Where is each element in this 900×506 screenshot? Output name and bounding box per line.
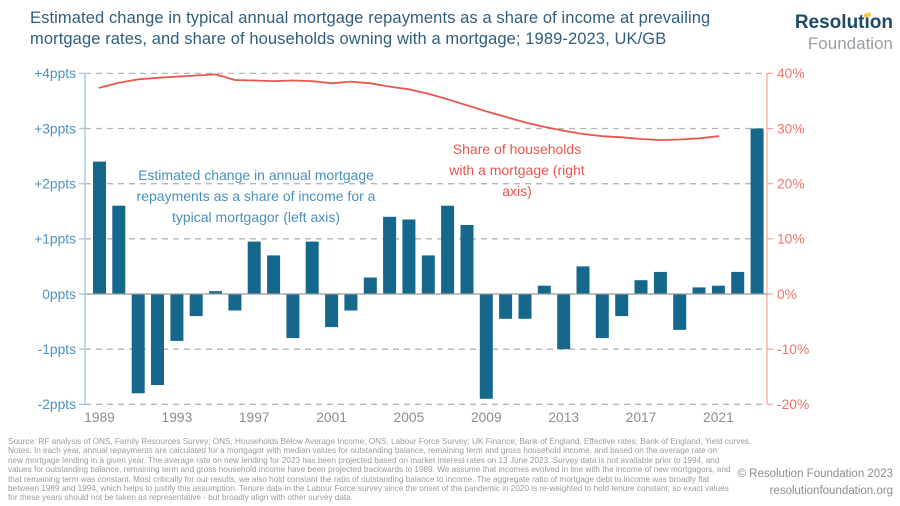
x-axis-label-1993: 1993 — [162, 410, 193, 425]
bar-2012 — [537, 285, 551, 294]
chart-title-line2: mortgage rates, and share of households … — [30, 30, 667, 48]
copyright-block: © Resolution Foundation 2023 resolutionf… — [737, 466, 893, 499]
bar-2017 — [634, 280, 648, 294]
right-axis-label: 30% — [777, 121, 805, 136]
bar-2014 — [576, 266, 590, 294]
left-axis-label: -1ppts — [38, 342, 76, 357]
mortgage-share-line — [98, 73, 720, 142]
left-axis-label: +4ppts — [34, 66, 76, 81]
bar-2022 — [731, 271, 745, 294]
x-axis-label-2013: 2013 — [548, 410, 579, 425]
bar-2011 — [518, 294, 532, 319]
right-axis-label: -10% — [777, 342, 809, 357]
line-series-annotation: Share of households with a mortgage (rig… — [449, 141, 585, 199]
right-axis-label: -20% — [777, 397, 809, 412]
bar-2001 — [325, 294, 339, 328]
bar-2005 — [402, 219, 416, 294]
bar-2003 — [363, 277, 377, 294]
bar-2010 — [499, 294, 513, 319]
logo-wordmark-resolution: Resolution — [794, 12, 893, 33]
bar-1989 — [93, 161, 106, 294]
bar-2021 — [711, 285, 725, 294]
left-axis-label: +2ppts — [34, 176, 76, 191]
chart-title: Estimated change in typical annual mortg… — [30, 8, 770, 50]
bar-2016 — [615, 294, 629, 317]
source-notes-line: between 1989 and 1994, which helps to ju… — [8, 484, 729, 494]
left-axis-label: +3ppts — [34, 121, 76, 136]
source-notes-line: Source: RF analysis of ONS, Family Resou… — [8, 437, 752, 446]
left-axis-label: -2ppts — [38, 397, 76, 412]
source-notes-line: new mortgage lending in a given year. Th… — [8, 455, 720, 465]
bar-2019 — [673, 294, 687, 330]
bar-2013 — [557, 294, 571, 350]
website-text: resolutionfoundation.org — [769, 484, 893, 497]
resolution-foundation-logo: Resolution Foundation — [794, 12, 893, 53]
bar-2023 — [750, 128, 764, 294]
left-axis-label: +1ppts — [34, 232, 76, 247]
x-axis-label-2021: 2021 — [703, 410, 734, 425]
bar-1998 — [267, 255, 281, 294]
left-axis-label: 0ppts — [42, 287, 76, 302]
bar-1992 — [151, 294, 164, 385]
x-axis-label-2009: 2009 — [471, 410, 502, 425]
source-notes-line: values for outstanding balance, remainin… — [8, 465, 731, 475]
right-axis-label: 20% — [777, 176, 805, 191]
bar-1994 — [189, 294, 203, 317]
x-axis-label-1989: 1989 — [84, 410, 115, 425]
bar-2009 — [479, 294, 493, 399]
bar-2004 — [383, 216, 397, 294]
bar-1996 — [228, 294, 242, 311]
right-axis-label: 0% — [777, 287, 797, 302]
bar-1997 — [247, 241, 261, 294]
right-axis-label: 10% — [777, 232, 805, 247]
source-notes-line: Notes: In each year, annual repayments a… — [8, 446, 718, 456]
right-axis-label: 40% — [777, 66, 805, 81]
bar-1995 — [209, 291, 222, 294]
x-axis-label-2005: 2005 — [394, 410, 425, 425]
logo-wordmark-foundation: Foundation — [807, 34, 893, 53]
bar-2007 — [441, 205, 455, 294]
bar-1991 — [131, 294, 145, 394]
bar-2006 — [421, 255, 435, 294]
bar-2018 — [653, 271, 667, 294]
bar-2008 — [460, 225, 474, 294]
copyright-text: © Resolution Foundation 2023 — [737, 468, 893, 480]
source-notes: Source: RF analysis of ONS, Family Resou… — [8, 437, 751, 503]
source-notes-line: for these years should not be taken as r… — [8, 493, 353, 503]
bar-1993 — [170, 294, 184, 341]
bar-1999 — [286, 294, 300, 339]
chart-title-line1: Estimated change in typical annual mortg… — [30, 9, 711, 27]
bar-1990 — [112, 205, 126, 294]
bar-2002 — [344, 294, 358, 311]
bar-2020 — [692, 287, 706, 294]
bar-2000 — [305, 241, 319, 294]
bar-2015 — [595, 294, 609, 339]
bar-series-annotation: Estimated change in annual mortgage repa… — [136, 167, 376, 225]
source-notes-line: that remaining term was constant. Most c… — [8, 474, 710, 484]
x-axis-label-2017: 2017 — [626, 410, 657, 425]
x-axis-label-1997: 1997 — [239, 410, 270, 425]
x-axis-label-2001: 2001 — [316, 410, 347, 425]
